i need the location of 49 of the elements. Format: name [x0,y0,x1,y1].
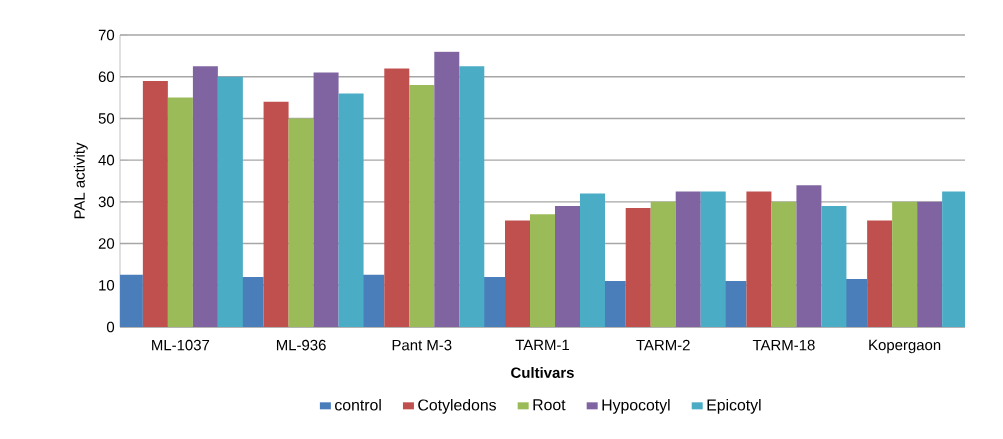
bar [771,201,797,327]
y-tick-label: 50 [98,113,115,124]
bar [434,51,460,327]
x-tick-label: Pant M-3 [392,339,452,351]
x-axis-title: Cultivars [511,367,574,378]
y-tick-label: 70 [98,29,115,41]
y-tick-label: 30 [98,196,115,208]
y-tick-label: 0 [106,321,115,333]
bar [142,80,168,327]
legend-label: control [335,398,381,411]
bar [167,97,193,327]
legend-label: Root [533,399,566,411]
y-tick-label: 20 [98,238,115,249]
bar [409,85,435,327]
bar [796,185,822,327]
x-tick-label: ML-936 [276,339,326,351]
x-tick-label: TARM-1 [515,339,570,351]
legend-label: Cotyledons [418,398,496,414]
bar [288,118,314,327]
bar [505,220,530,327]
bar [530,214,555,327]
bar [867,220,893,327]
bar [650,201,676,327]
bar [338,93,364,327]
bar [580,193,605,327]
x-tick-label: Kopergaon [869,339,941,354]
bar [217,76,243,327]
x-tick-label: TARM-2 [636,339,690,351]
bar [384,68,410,327]
y-tick-label: 40 [98,154,115,166]
y-tick-label: 10 [99,280,115,291]
bar [625,208,651,327]
bar [700,191,726,327]
x-tick-label: TARM-18 [752,339,815,351]
bar [892,201,918,327]
bar [821,206,847,327]
legend-label: Hypocotyl [602,398,670,414]
bar [917,201,943,327]
bar [313,72,339,327]
bar [746,191,772,327]
y-tick-label: 60 [98,71,115,82]
bar [675,191,701,327]
bar [263,101,289,327]
bar [459,66,485,327]
legend-label: Epicotyl [707,398,761,414]
bar [192,66,218,327]
x-tick-label: ML-1037 [152,339,210,351]
y-axis-title: PAL activity [73,142,88,219]
bar [555,206,580,327]
